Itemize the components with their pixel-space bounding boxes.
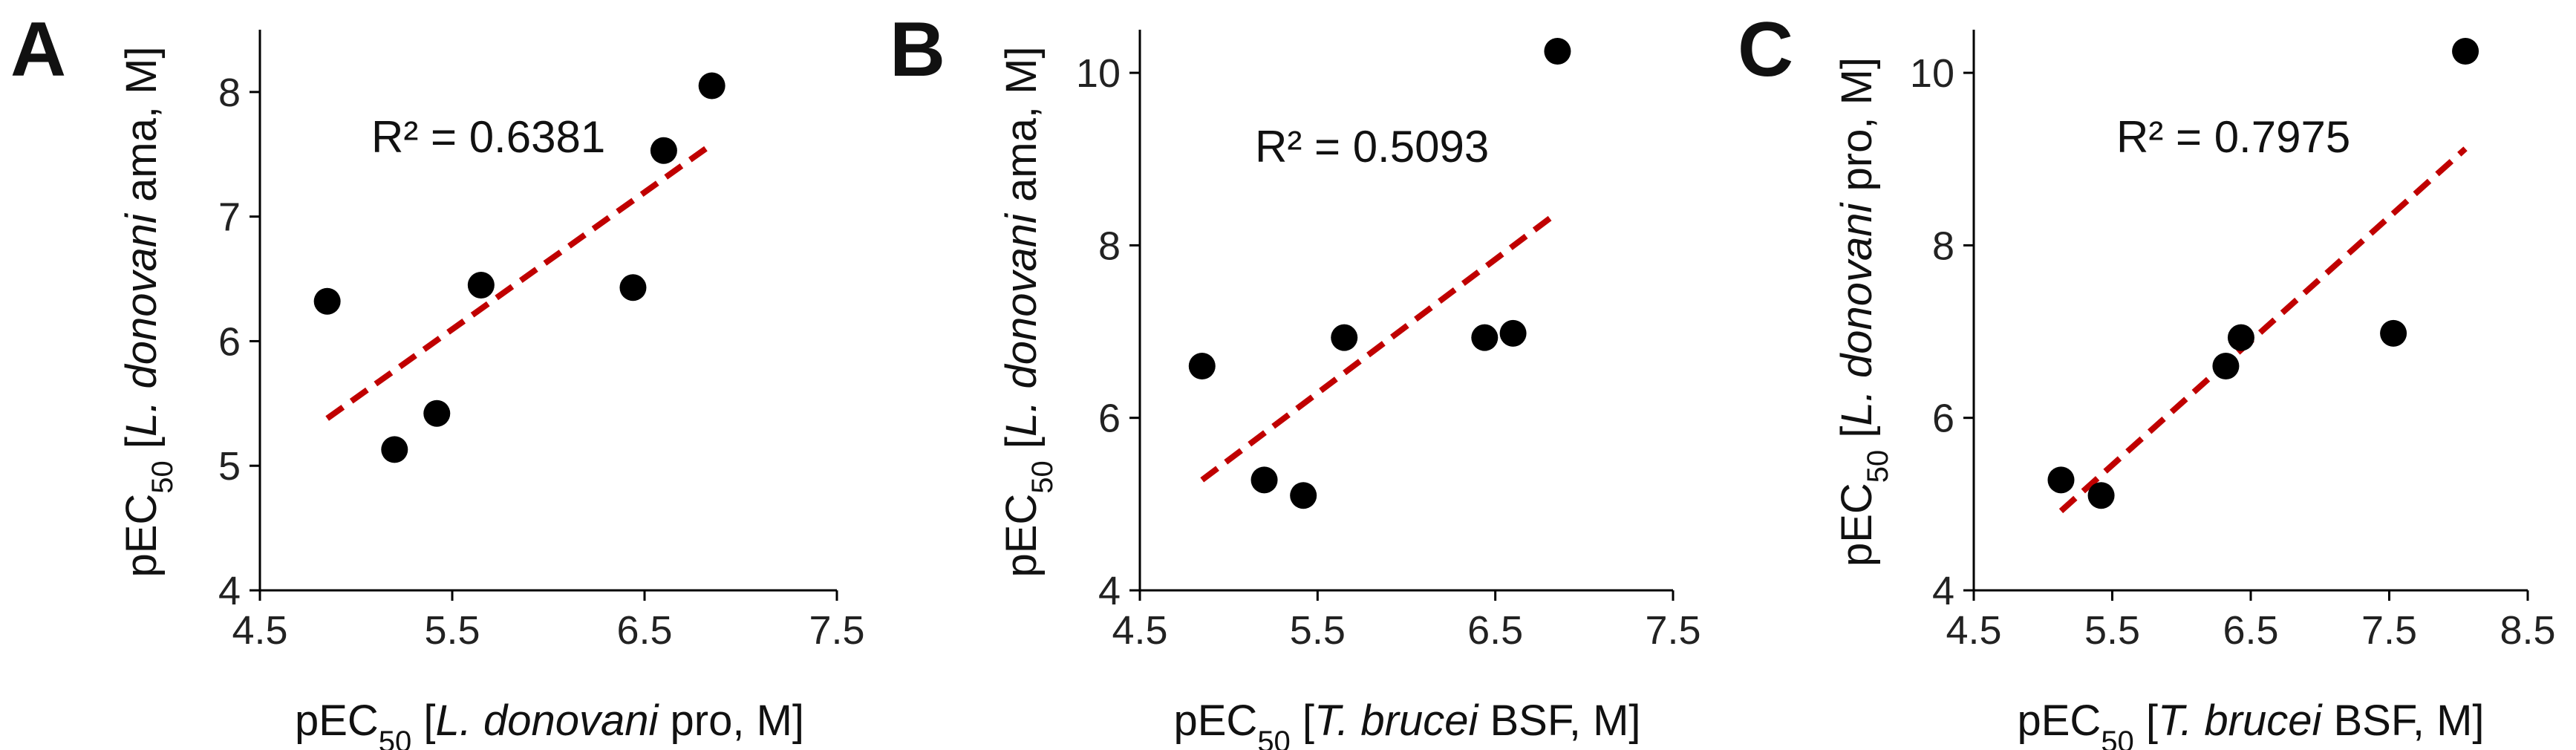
- y-tick-label: 4: [1932, 569, 1954, 613]
- x-tick-label: 4.5: [1946, 608, 2001, 653]
- panel-letter-b: B: [890, 7, 945, 93]
- r-squared-label: R² = 0.7975: [2116, 112, 2350, 162]
- x-tick-label: 4.5: [1112, 608, 1167, 653]
- data-point: [698, 72, 725, 100]
- y-tick-label: 6: [1932, 397, 1954, 441]
- y-tick-label: 6: [218, 319, 241, 364]
- data-point: [1331, 324, 1358, 351]
- r-squared-label: R² = 0.6381: [371, 112, 605, 162]
- y-tick-label: 10: [1910, 51, 1954, 96]
- x-tick-label: 7.5: [809, 608, 864, 653]
- data-point: [1544, 38, 1571, 65]
- data-point: [2212, 353, 2240, 379]
- x-tick-label: 7.5: [1645, 608, 1701, 653]
- x-tick-label: 5.5: [2084, 608, 2140, 653]
- y-tick-label: 6: [1098, 397, 1121, 441]
- panel-letter-a: A: [10, 7, 66, 93]
- x-tick-label: 6.5: [1467, 608, 1523, 653]
- y-tick-label: 8: [218, 71, 241, 115]
- y-axis-title: pEC50 [L. donovani ama, M]: [997, 46, 1059, 577]
- data-point: [1499, 319, 1527, 347]
- data-point: [423, 400, 451, 427]
- data-point: [381, 436, 408, 463]
- data-point: [2380, 319, 2407, 347]
- y-tick-label: 8: [1098, 224, 1121, 268]
- y-tick-label: 10: [1076, 51, 1121, 96]
- data-point: [2452, 38, 2479, 65]
- r-squared-label: R² = 0.5093: [1255, 122, 1489, 172]
- data-point: [467, 271, 495, 299]
- data-point: [619, 274, 647, 301]
- data-point: [313, 287, 341, 315]
- x-tick-label: 6.5: [616, 608, 672, 653]
- data-point: [1188, 353, 1216, 379]
- x-axis-title: pEC50 [L. donovani pro, M]: [295, 697, 804, 750]
- data-point: [2227, 324, 2254, 351]
- panel-b-scatter-chart: B 4.5 5.5 6.5 7.5 4 6 8 10 R² = 0.5093 pEC50 [T. …: [890, 7, 1701, 750]
- y-tick-label: 5: [218, 444, 241, 489]
- data-point: [1250, 466, 1278, 494]
- x-tick-label: 4.5: [232, 608, 287, 653]
- x-tick-label: 6.5: [2223, 608, 2278, 653]
- x-tick-label: 8.5: [2500, 608, 2555, 653]
- y-tick-label: 8: [1932, 224, 1954, 268]
- x-axis-title: pEC50 [T. brucei BSF, M]: [2017, 697, 2484, 750]
- y-tick-label: 7: [218, 195, 241, 240]
- y-axis-title: pEC50 [L. donovani ama, M]: [117, 46, 179, 577]
- trendline: [325, 142, 714, 421]
- data-point: [650, 137, 677, 164]
- x-tick-label: 5.5: [424, 608, 480, 653]
- data-point: [1471, 324, 1499, 351]
- y-tick-label: 4: [1098, 569, 1121, 613]
- y-axis-title: pEC50 [L. donovani pro, M]: [1833, 57, 1894, 567]
- trendline: [2058, 146, 2468, 514]
- trendline: [1200, 210, 1559, 483]
- y-tick-label: 4: [218, 569, 241, 613]
- panel-letter-c: C: [1738, 7, 1793, 93]
- x-tick-label: 5.5: [1290, 608, 1346, 653]
- data-point: [2047, 466, 2075, 494]
- data-point: [2087, 482, 2115, 509]
- x-axis-title: pEC50 [T. brucei BSF, M]: [1173, 697, 1640, 750]
- data-point: [1290, 482, 1317, 509]
- x-tick-label: 7.5: [2361, 608, 2417, 653]
- panel-a-scatter-chart: A 4.5 5.5 6.5 7.5 4 5 6 7 8 R² = 0.6381 pEC50 [L. …: [10, 7, 865, 750]
- panel-c-scatter-chart: C 4.5 5.5 6.5 7.5 8.5 4 6 8 10 R² = 0.7975 pEC50 […: [1738, 7, 2556, 750]
